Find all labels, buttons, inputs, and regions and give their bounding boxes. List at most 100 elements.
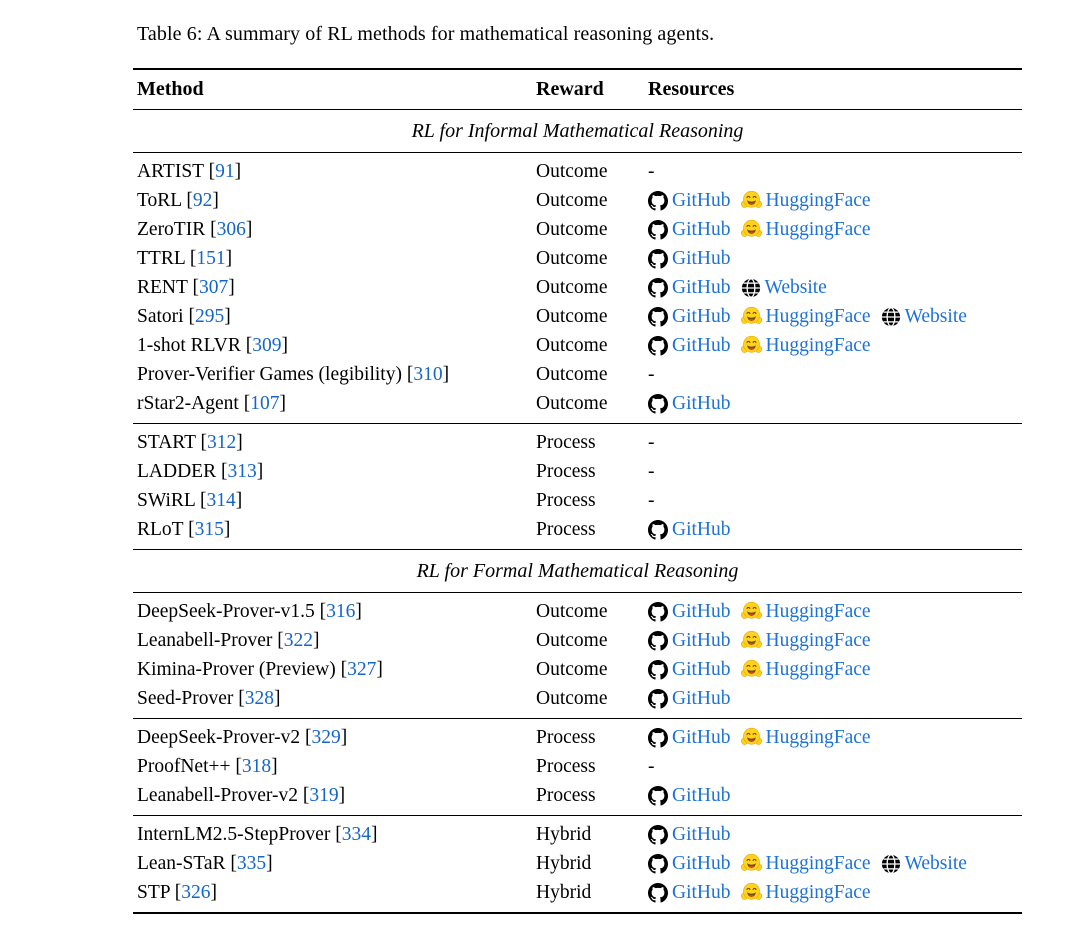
github-link[interactable]: GitHub bbox=[648, 393, 731, 415]
no-resource-dash: - bbox=[648, 489, 655, 511]
reward-cell: Hybrid bbox=[536, 852, 592, 874]
huggingface-link[interactable]: HuggingFace bbox=[740, 601, 871, 623]
citation-link[interactable]: [322] bbox=[277, 630, 319, 651]
huggingface-link-label: HuggingFace bbox=[765, 629, 871, 651]
citation-close-bracket: ] bbox=[338, 784, 346, 806]
github-link-label: GitHub bbox=[672, 784, 731, 806]
citation-close-bracket: ] bbox=[376, 658, 383, 680]
citation-link[interactable]: [334] bbox=[335, 824, 377, 845]
method-cell: STP [326] bbox=[133, 882, 536, 904]
reward-cell: Outcome bbox=[536, 658, 608, 680]
citation-link[interactable]: [335] bbox=[230, 853, 272, 874]
citation-link[interactable]: [295] bbox=[188, 306, 230, 327]
citation-number: 306 bbox=[216, 218, 246, 240]
row-group: ARTIST [91] Outcome - ToRL [92] Outcome GitH… bbox=[133, 153, 1022, 424]
citation-link[interactable]: [151] bbox=[190, 248, 232, 269]
table-row: Satori [295] Outcome GitHub HuggingFace W… bbox=[133, 302, 1022, 331]
table-row: ZeroTIR [306] Outcome GitHub HuggingFace bbox=[133, 215, 1022, 244]
citation-link[interactable]: [312] bbox=[201, 432, 243, 453]
github-link[interactable]: GitHub bbox=[648, 853, 731, 875]
github-link-label: GitHub bbox=[672, 600, 731, 622]
github-link[interactable]: GitHub bbox=[648, 335, 731, 357]
github-link[interactable]: GitHub bbox=[648, 277, 731, 299]
method-name: STP bbox=[137, 881, 170, 903]
huggingface-link[interactable]: HuggingFace bbox=[740, 335, 871, 357]
citation-link[interactable]: [313] bbox=[221, 461, 263, 482]
github-icon bbox=[648, 727, 668, 748]
github-link-label: GitHub bbox=[672, 305, 731, 327]
table-header-row: Method Reward Resources bbox=[133, 70, 1022, 110]
citation-number: 151 bbox=[196, 247, 226, 269]
github-link[interactable]: GitHub bbox=[648, 882, 731, 904]
github-link[interactable]: GitHub bbox=[648, 727, 731, 749]
no-resource-dash: - bbox=[648, 431, 655, 453]
citation-link[interactable]: [307] bbox=[192, 277, 234, 298]
citation-close-bracket: ] bbox=[266, 852, 273, 874]
huggingface-link[interactable]: HuggingFace bbox=[740, 882, 871, 904]
citation-link[interactable]: [107] bbox=[244, 393, 286, 414]
citation-link[interactable]: [318] bbox=[235, 756, 277, 777]
github-link[interactable]: GitHub bbox=[648, 785, 731, 807]
github-icon bbox=[648, 248, 668, 269]
huggingface-link[interactable]: HuggingFace bbox=[740, 852, 871, 875]
citation-link[interactable]: [316] bbox=[320, 601, 362, 622]
huggingface-link[interactable]: HuggingFace bbox=[740, 659, 871, 681]
github-link[interactable]: GitHub bbox=[648, 601, 731, 623]
citation-link[interactable]: [319] bbox=[303, 785, 345, 806]
github-link[interactable]: GitHub bbox=[648, 659, 731, 681]
method-cell: ToRL [92] bbox=[133, 190, 536, 212]
huggingface-link-label: HuggingFace bbox=[765, 852, 871, 874]
reward-cell: Hybrid bbox=[536, 881, 592, 903]
website-link[interactable]: Website bbox=[881, 853, 967, 875]
citation-close-bracket: ] bbox=[223, 518, 231, 540]
citation-number: 310 bbox=[413, 363, 443, 385]
website-link[interactable]: Website bbox=[881, 306, 967, 328]
resources-cell: GitHub HuggingFace bbox=[648, 335, 1022, 357]
globe-icon bbox=[881, 306, 900, 327]
citation-link[interactable]: [310] bbox=[407, 364, 449, 385]
github-link[interactable]: GitHub bbox=[648, 824, 731, 846]
citation-link[interactable]: [328] bbox=[238, 688, 280, 709]
github-link-label: GitHub bbox=[672, 687, 731, 709]
reward-cell: Process bbox=[536, 755, 596, 777]
table-row: TTRL [151] Outcome GitHub bbox=[133, 244, 1022, 273]
huggingface-link[interactable]: HuggingFace bbox=[740, 629, 871, 652]
citation-open-bracket: [ bbox=[174, 881, 182, 903]
huggingface-icon bbox=[740, 601, 762, 619]
github-link[interactable]: GitHub bbox=[648, 519, 731, 541]
github-link[interactable]: GitHub bbox=[648, 190, 731, 212]
github-link[interactable]: GitHub bbox=[648, 306, 731, 328]
citation-link[interactable]: [306] bbox=[210, 219, 252, 240]
github-link[interactable]: GitHub bbox=[648, 630, 731, 652]
citation-close-bracket: ] bbox=[245, 218, 253, 240]
citation-link[interactable]: [314] bbox=[200, 490, 242, 511]
github-link[interactable]: GitHub bbox=[648, 688, 731, 710]
huggingface-link[interactable]: HuggingFace bbox=[740, 219, 871, 241]
column-header-resources: Resources bbox=[648, 78, 735, 100]
resources-cell: GitHub HuggingFace bbox=[648, 659, 1022, 681]
github-link[interactable]: GitHub bbox=[648, 248, 731, 270]
citation-link[interactable]: [315] bbox=[188, 519, 230, 540]
citation-link[interactable]: [92] bbox=[186, 190, 219, 211]
citation-open-bracket: [ bbox=[245, 334, 253, 356]
reward-cell: Outcome bbox=[536, 629, 608, 651]
method-name: Leanabell-Prover-v2 bbox=[137, 784, 298, 806]
method-cell: SWiRL [314] bbox=[133, 490, 536, 512]
resources-cell: GitHub HuggingFace bbox=[648, 630, 1022, 652]
citation-link[interactable]: [329] bbox=[305, 727, 347, 748]
citation-link[interactable]: [309] bbox=[246, 335, 288, 356]
citation-link[interactable]: [326] bbox=[175, 882, 217, 903]
website-link[interactable]: Website bbox=[741, 277, 827, 299]
citation-open-bracket: [ bbox=[302, 784, 310, 806]
citation-open-bracket: [ bbox=[208, 160, 216, 182]
method-cell: RLoT [315] bbox=[133, 519, 536, 541]
huggingface-link[interactable]: HuggingFace bbox=[740, 190, 871, 212]
table-row: START [312] Process - bbox=[133, 428, 1022, 457]
citation-link[interactable]: [327] bbox=[341, 659, 383, 680]
github-icon bbox=[648, 853, 668, 874]
citation-link[interactable]: [91] bbox=[209, 161, 242, 182]
huggingface-link[interactable]: HuggingFace bbox=[740, 306, 871, 328]
huggingface-link[interactable]: HuggingFace bbox=[740, 727, 871, 749]
huggingface-icon bbox=[740, 335, 762, 353]
github-link[interactable]: GitHub bbox=[648, 219, 731, 241]
